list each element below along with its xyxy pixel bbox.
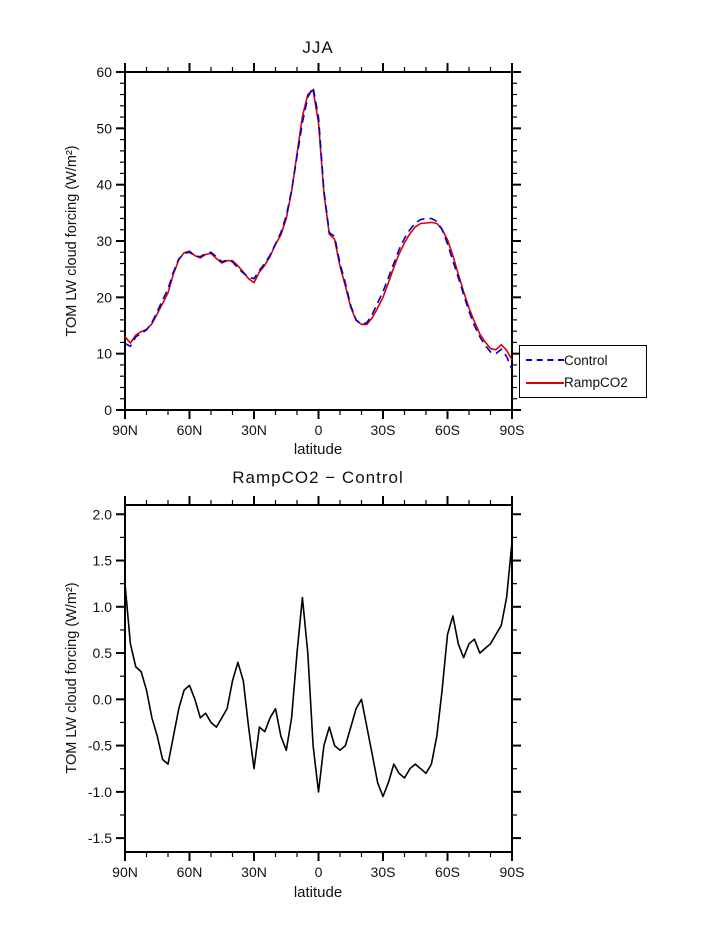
y-tick-label: 60 — [96, 64, 112, 80]
chart1-y-axis-label: TOM LW cloud forcing (W/m²) — [64, 145, 80, 337]
series-control — [124, 86, 513, 370]
series-rampco2-control — [124, 541, 513, 798]
chart1-title: JJA — [302, 38, 334, 57]
y-tick-label: -1.5 — [88, 830, 112, 846]
x-tick-label: 60S — [435, 864, 460, 880]
legend-label-rampco2: RampCO2 — [564, 375, 628, 391]
x-tick-label: 60N — [177, 422, 203, 438]
x-tick-label: 90S — [500, 422, 525, 438]
x-tick-label: 90S — [500, 864, 525, 880]
y-tick-label: 50 — [96, 120, 112, 136]
y-tick-label: 0.0 — [93, 691, 113, 707]
y-tick-label: 1.0 — [93, 599, 113, 615]
legend-item-control: Control — [526, 353, 646, 368]
x-tick-label: 0 — [315, 864, 323, 880]
y-tick-label: 10 — [96, 346, 112, 362]
x-tick-label: 60S — [435, 422, 460, 438]
y-tick-label: 0.5 — [93, 645, 113, 661]
y-tick-label: 0 — [104, 402, 112, 418]
control-line-sample-icon — [526, 359, 564, 362]
y-tick-label: 30 — [96, 233, 112, 249]
x-tick-label: 30N — [241, 422, 267, 438]
x-tick-label: 30S — [371, 422, 396, 438]
x-tick-label: 90N — [112, 864, 138, 880]
chart2-x-axis-label: latitude — [293, 884, 343, 901]
x-tick-label: 60N — [177, 864, 203, 880]
legend: Control RampCO2 — [519, 345, 647, 398]
y-tick-label: 1.5 — [93, 553, 113, 569]
y-tick-label: 2.0 — [93, 506, 113, 522]
x-tick-label: 30N — [241, 864, 267, 880]
y-tick-label: -0.5 — [88, 738, 112, 754]
chart2-y-axis-label: TOM LW cloud forcing (W/m²) — [64, 582, 80, 774]
y-tick-label: 20 — [96, 289, 112, 305]
series-rampco2 — [124, 89, 513, 361]
legend-label-control: Control — [564, 352, 608, 368]
y-tick-label: 40 — [96, 177, 112, 193]
x-tick-label: 0 — [315, 422, 323, 438]
x-tick-label: 30S — [371, 864, 396, 880]
chart1-x-axis-label: latitude — [293, 441, 343, 458]
chart-1-plot: 90N 60N 30N 0 30S 60S 90S 0 10 20 30 40 50 60 — [96, 63, 524, 438]
rampco2-line-sample-icon — [526, 381, 564, 384]
chart-2-plot: 90N 60N 30N 0 30S 60S 90S -1.5 -1.0 -0.5 0.0 0.5 1.0… — [88, 496, 525, 880]
legend-item-rampco2: RampCO2 — [526, 375, 646, 390]
y-tick-label: -1.0 — [88, 784, 112, 800]
x-tick-label: 90N — [112, 422, 138, 438]
plot-frame — [124, 504, 513, 853]
chart2-title: RampCO2 − Control — [232, 468, 404, 487]
